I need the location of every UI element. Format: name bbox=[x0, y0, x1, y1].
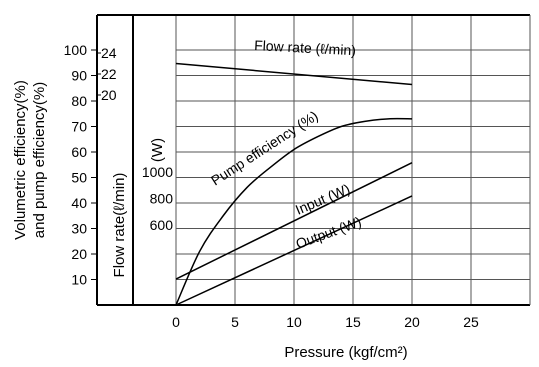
series-label-flow-rate-min: Flow rate (ℓ/min) bbox=[254, 37, 356, 58]
x-tick-label: 20 bbox=[404, 314, 420, 330]
x-tick-label: 15 bbox=[345, 314, 361, 330]
series-lines bbox=[175, 62, 413, 306]
chart-frame bbox=[96, 14, 531, 306]
x-axis-title: Pressure (kgf/cm²) bbox=[284, 344, 407, 361]
efficiency-tick-label: 50 bbox=[71, 170, 87, 186]
efficiency-tick-label: 90 bbox=[71, 68, 87, 84]
x-tick-label: 0 bbox=[172, 314, 180, 330]
x-tick-label: 25 bbox=[463, 314, 479, 330]
y-axis-title-flow: Flow rate(ℓ/min) bbox=[111, 173, 128, 278]
series-line-pump-efficiency bbox=[175, 117, 413, 306]
y-axis-title-efficiency-line: and pump efficiency(%) bbox=[31, 82, 48, 238]
y-axis-title-efficiency-line: Volumetric efficiency(%) bbox=[12, 80, 29, 240]
grid-vertical-lines bbox=[175, 15, 472, 305]
watt-tick-label: 1000 bbox=[142, 164, 173, 180]
grid-horizontal-lines bbox=[176, 49, 530, 280]
efficiency-tick-label: 70 bbox=[71, 119, 87, 135]
series-line-input-w bbox=[175, 162, 413, 280]
series-line-output-w bbox=[175, 195, 413, 306]
series-label-input-w: Input (W) bbox=[293, 181, 352, 218]
efficiency-tick-label: 60 bbox=[71, 144, 87, 160]
series-label-pump-efficiency: Pump efficiency (%) bbox=[208, 107, 321, 188]
y-axis-title-watt: (W) bbox=[149, 138, 166, 162]
flow-tick-label: 24 bbox=[101, 45, 117, 61]
watt-tick-label: 800 bbox=[150, 191, 174, 207]
efficiency-tick-label: 100 bbox=[64, 42, 88, 58]
x-tick-label: 5 bbox=[231, 314, 239, 330]
series-line-flow-rate-min bbox=[175, 62, 413, 86]
efficiency-tick-label: 40 bbox=[71, 195, 87, 211]
efficiency-tick-label: 10 bbox=[71, 272, 87, 288]
flow-tick-label: 20 bbox=[101, 87, 117, 103]
efficiency-tick-label: 80 bbox=[71, 93, 87, 109]
efficiency-tick-label: 30 bbox=[71, 221, 87, 237]
flow-tick-label: 22 bbox=[101, 66, 117, 82]
tick-labels: 10 20 30 40 50 60 70 80 90 100 20 22 24 600 800 1000 0 5 1… bbox=[64, 42, 479, 330]
x-tick-label: 10 bbox=[286, 314, 302, 330]
efficiency-tick-label: 20 bbox=[71, 246, 87, 262]
watt-tick-label: 600 bbox=[150, 217, 174, 233]
